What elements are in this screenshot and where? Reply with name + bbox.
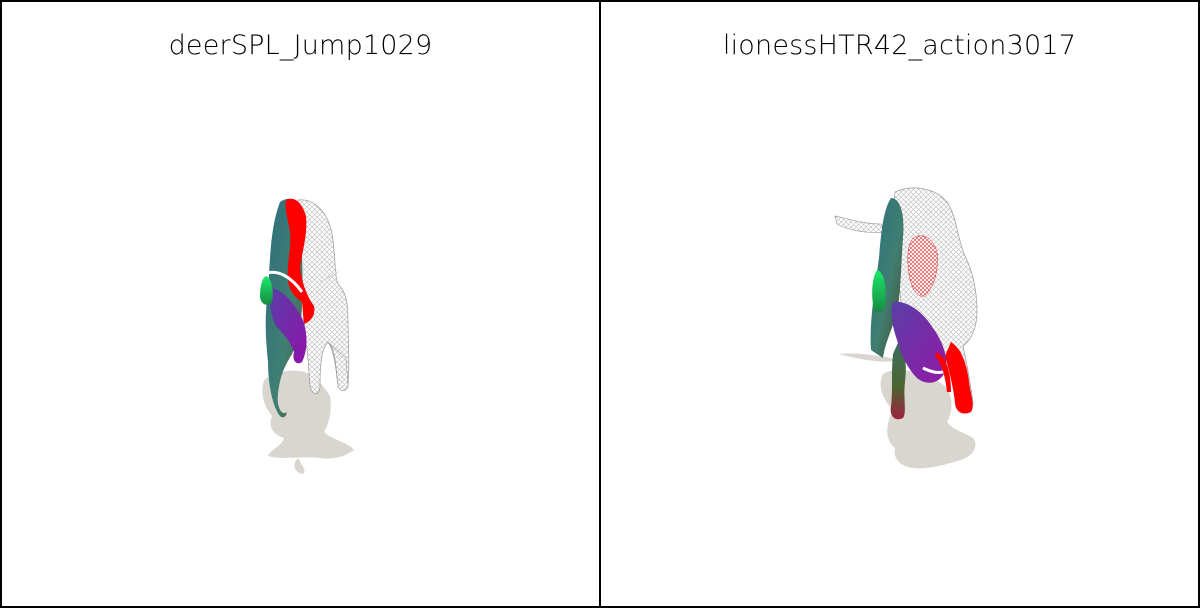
- deer-ear-left: [263, 270, 304, 293]
- deer-front-leg: [327, 341, 349, 391]
- render-panel-right[interactable]: lionessHTR42_action3017: [600, 0, 1200, 608]
- lioness-purple-head: [891, 301, 947, 383]
- lioness-red-chest: [935, 352, 951, 392]
- deer-green-ear: [260, 276, 273, 305]
- lioness-tail: [834, 215, 886, 233]
- lioness-front-leg-left: [890, 336, 906, 420]
- deer-shadow: [262, 370, 354, 459]
- panel-title-left: deerSPL_Jump1029: [168, 30, 433, 61]
- deer-shadow-leg: [294, 458, 305, 474]
- deer-ear-right: [319, 271, 339, 283]
- lioness-tail-shadow: [839, 353, 901, 362]
- deer-mesh-render[interactable]: [2, 2, 600, 608]
- lioness-green-ear: [872, 270, 886, 313]
- deer-red-region: [285, 198, 315, 324]
- render-panel-left[interactable]: deerSPL_Jump1029: [0, 0, 600, 608]
- lioness-mesh-render[interactable]: [601, 2, 1200, 608]
- lioness-front-leg-right: [945, 342, 973, 414]
- deer-purple-head: [269, 288, 307, 364]
- lioness-red-wireframe-patch: [907, 235, 938, 297]
- panel-title-right: lionessHTR42_action3017: [722, 30, 1077, 61]
